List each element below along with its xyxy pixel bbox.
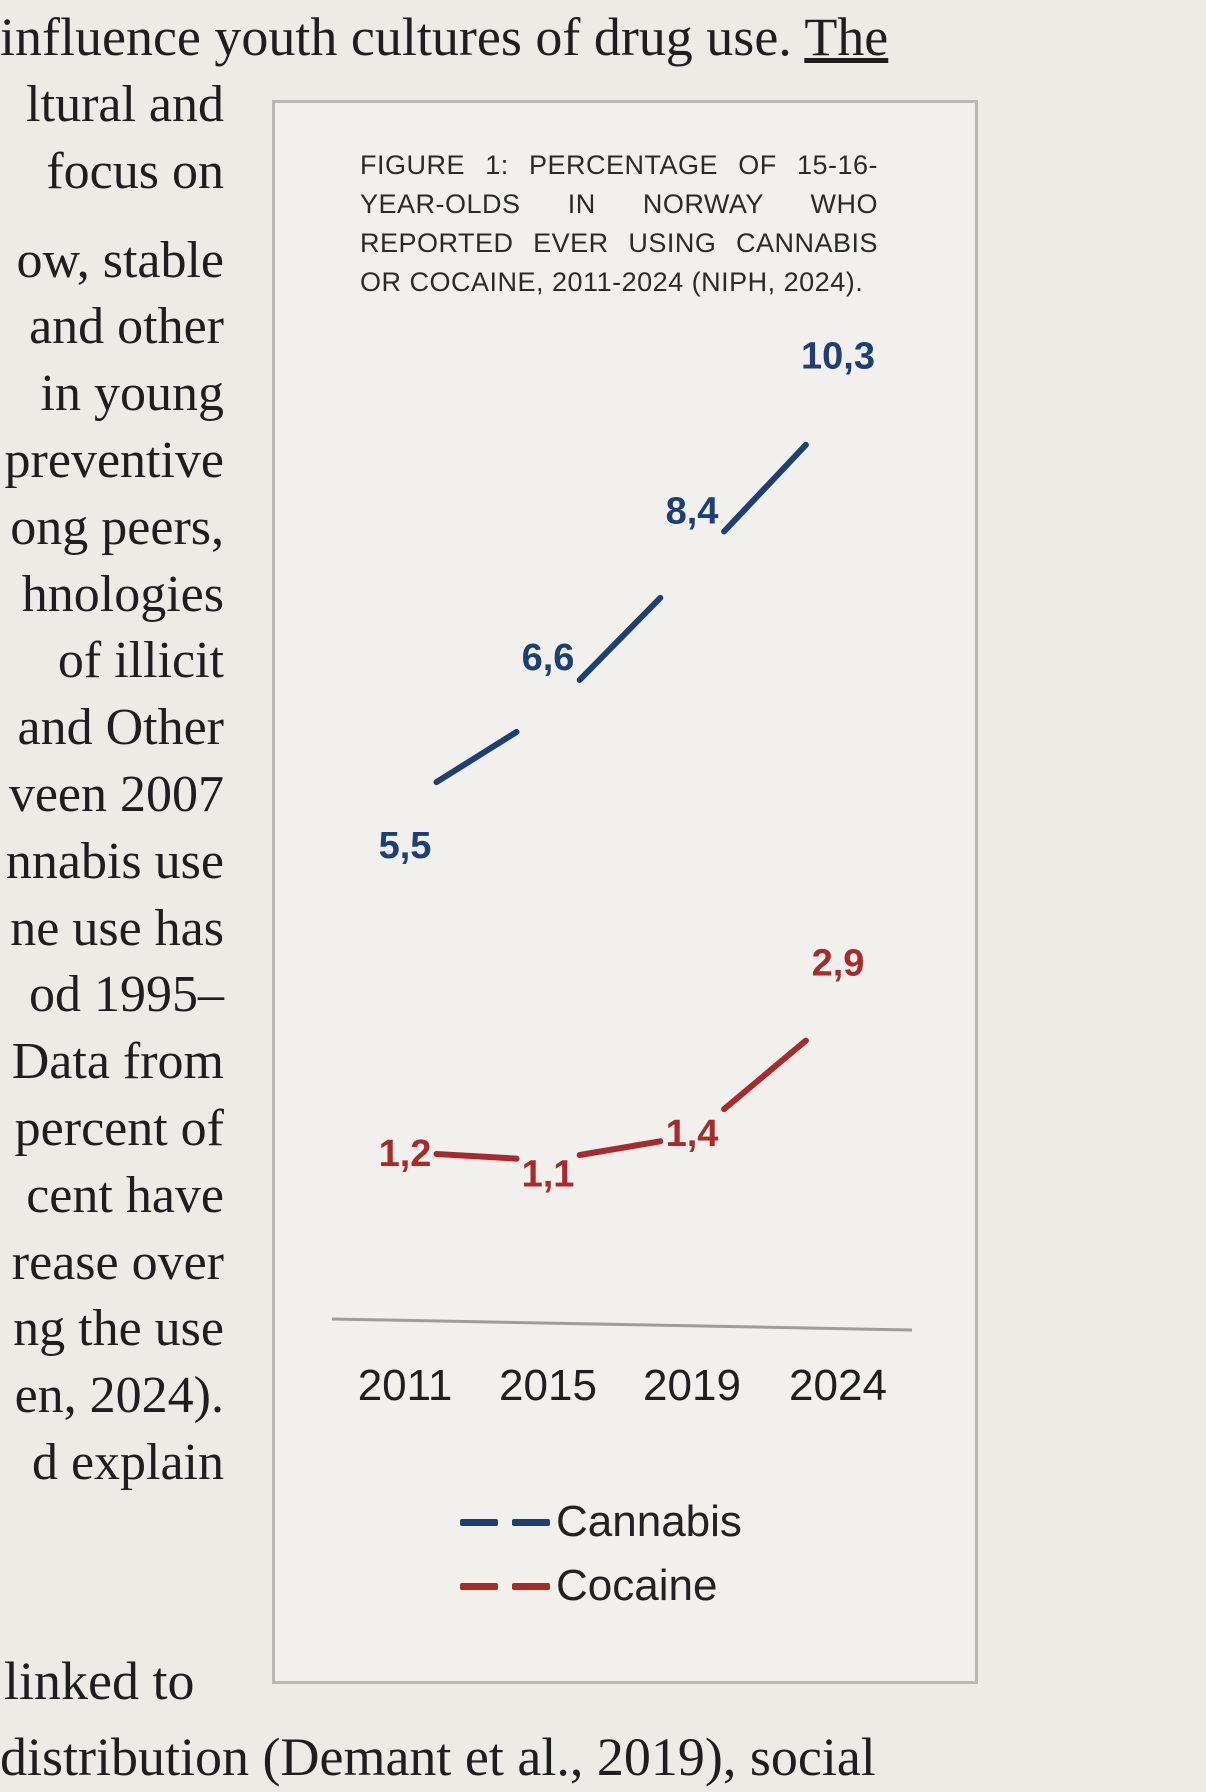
cannabis-data-label-2011: 5,5 [379,825,432,867]
x-tick-label-2019: 2019 [643,1361,741,1410]
cannabis-line-segment-3 [721,441,809,535]
body-text-line: ong peers, [10,498,224,556]
body-text-line: percent of [14,1099,224,1157]
body-text-line: hnologies [21,565,224,623]
legend-label-cannabis: Cannabis [556,1497,742,1546]
x-tick-label-2011: 2011 [358,1361,453,1410]
cocaine-data-label-2019: 1,4 [666,1113,719,1155]
legend-item-cannabis: Cannabis [460,1490,742,1554]
top-line-text: influence youth cultures of drug use. [0,7,805,67]
cocaine-line-segment-3 [721,1037,809,1113]
body-text-line: in young [40,365,224,423]
cannabis-data-label-2024: 10,3 [801,336,875,378]
body-text-bottom-line-1: linked to [4,1651,195,1711]
body-text-bottom-line-2: distribution (Demant et al., 2019), soci… [0,1727,876,1787]
figure-frame [272,100,978,1684]
body-text-line: d explain [31,1433,224,1491]
cannabis-data-label-2019: 8,4 [666,491,719,533]
x-tick-label-2024: 2024 [789,1361,887,1410]
body-text-line: od 1995– [29,966,224,1024]
cocaine-data-label-2015: 1,1 [522,1153,575,1195]
body-text-line: ng the use [13,1300,224,1358]
cannabis-data-label-2015: 6,6 [522,637,575,679]
legend-label-cocaine: Cocaine [556,1561,718,1610]
body-text-line: preventive [4,431,224,489]
top-line-underlined-word: The [804,7,889,67]
legend-item-cocaine: Cocaine [460,1554,742,1618]
legend-swatch-cocaine [460,1582,550,1590]
x-axis-line [331,1317,913,1332]
body-text-line: and Other [17,699,224,757]
cocaine-data-label-2024: 2,9 [812,943,865,985]
body-text-line: and other [29,298,224,356]
cocaine-line-segment-1 [433,1151,520,1162]
x-tick-label-2015: 2015 [499,1361,597,1410]
body-text-line: rease over [11,1233,224,1291]
body-text-top-line: influence youth cultures of drug use. Th… [0,2,1206,72]
body-text-line: nnabis use [5,832,224,890]
body-text-line: ltural and [26,76,224,133]
body-text-line: veen 2007 [8,765,224,823]
body-text-line: ne use has [10,899,224,957]
figure-title: Figure 1: Percentage of 15-16-year-olds … [360,150,878,297]
chart-legend: Cannabis Cocaine [460,1490,742,1618]
body-text-line: ow, stable [16,231,224,289]
body-text-line: Data from [11,1033,224,1091]
body-text-line: focus on [46,142,224,200]
body-text-line: of illicit [57,632,224,690]
cocaine-line-segment-2 [576,1138,664,1158]
cocaine-data-label-2011: 1,2 [379,1133,432,1175]
cannabis-line-segment-2 [576,594,664,683]
legend-swatch-cannabis [460,1518,550,1526]
body-text-left-column: ltural and focus on ow, stable and other in … [0,72,228,1497]
body-text-line: en, 2024). [14,1367,224,1425]
cannabis-line-segment-1 [433,728,520,786]
body-text-line: cent have [26,1166,224,1224]
